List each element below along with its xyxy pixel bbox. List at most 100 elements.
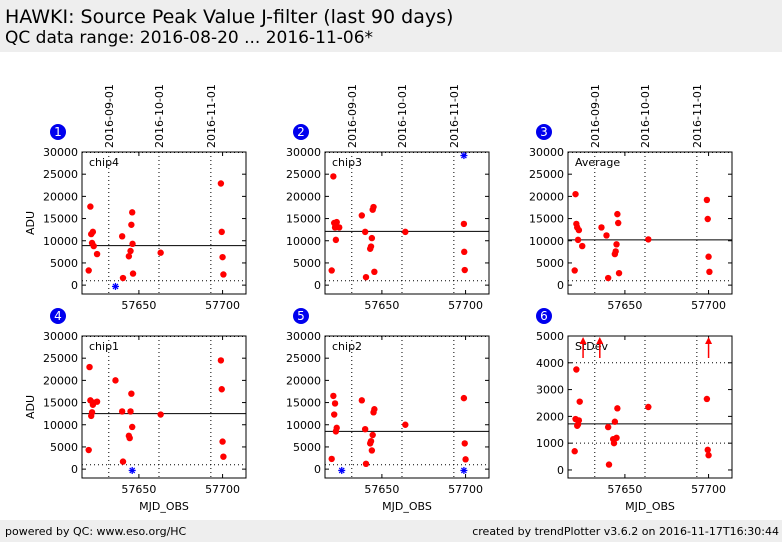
data-point	[330, 392, 337, 400]
data-point	[331, 400, 339, 407]
date-tick-label: 2016-11-01	[205, 84, 218, 148]
y-tick-label: 30000	[529, 146, 564, 159]
outlier-stroke	[129, 467, 136, 474]
panel-number-badge	[293, 124, 309, 140]
data-point	[462, 456, 469, 463]
date-tick-label: 2016-10-01	[639, 84, 652, 148]
data-point	[645, 403, 652, 411]
y-tick-label: 25000	[286, 352, 321, 365]
outlier-point	[111, 282, 119, 290]
outlier-stroke	[112, 283, 119, 290]
off-scale-arrow	[705, 337, 713, 358]
data-point	[402, 228, 409, 236]
page-subtitle: QC data range: 2016-08-20 ... 2016-11-06…	[5, 28, 374, 48]
data-point	[157, 249, 164, 256]
footer-credit-link[interactable]: powered by QC: www.eso.org/HC	[5, 525, 187, 538]
panel-number: 2	[297, 125, 305, 139]
outlier-point	[338, 466, 346, 474]
data-point	[362, 273, 370, 281]
date-tick-label: 2016-10-01	[153, 84, 166, 148]
data-point	[218, 228, 225, 236]
y-tick-label: 0	[71, 463, 78, 476]
report-header: HAWKI: Source Peak Value J-filter (last …	[0, 0, 782, 52]
outlier-stroke	[460, 467, 467, 474]
plot-frame	[567, 151, 733, 295]
y-tick-label: 25000	[286, 168, 321, 181]
x-tick-label: 57650	[364, 299, 399, 312]
y-tick-label: 3000	[536, 384, 564, 397]
panel-label: chip4	[89, 156, 119, 169]
y-tick-label: 0	[314, 279, 321, 292]
x-tick-label: 57650	[607, 483, 642, 496]
y-tick-label: 25000	[43, 352, 78, 365]
data-point	[88, 409, 96, 416]
x-tick-label: 57700	[691, 299, 726, 312]
data-point	[612, 248, 619, 255]
y-tick-label: 5000	[536, 330, 564, 343]
data-point	[704, 446, 711, 454]
y-tick-label: 10000	[43, 419, 78, 432]
arrow-head	[705, 337, 713, 344]
y-tick-label: 5000	[293, 441, 321, 454]
y-tick-label: 30000	[286, 146, 321, 159]
off-scale-arrow	[596, 337, 604, 358]
data-point	[127, 408, 134, 415]
y-tick-label: 5000	[293, 257, 321, 270]
data-point	[128, 390, 135, 397]
data-point	[129, 209, 136, 216]
y-tick-label: 30000	[43, 330, 78, 343]
y-tick-label: 20000	[43, 190, 78, 203]
plot-frame	[324, 335, 490, 479]
date-tick-label: 2016-09-01	[103, 84, 116, 148]
outlier-stroke	[460, 152, 467, 159]
data-point	[218, 386, 225, 393]
data-point	[89, 228, 97, 236]
data-point	[604, 274, 612, 282]
panel-number: 5	[297, 309, 305, 323]
y-tick-label: 30000	[43, 146, 78, 159]
data-point	[371, 406, 378, 413]
data-point	[706, 268, 713, 276]
data-point	[220, 271, 227, 278]
data-point	[127, 247, 134, 255]
data-point	[367, 243, 375, 250]
y-tick-label: 15000	[529, 213, 564, 226]
data-point	[129, 423, 136, 431]
data-point	[219, 253, 226, 261]
data-point	[571, 267, 578, 274]
y-tick-label: 10000	[286, 419, 321, 432]
y-tick-label: 5000	[536, 257, 564, 270]
data-point	[579, 242, 586, 250]
data-point	[367, 437, 375, 445]
x-tick-label: 57650	[607, 299, 642, 312]
panel-number-badge	[50, 124, 66, 140]
data-point	[703, 196, 711, 204]
data-point	[613, 434, 620, 442]
data-point	[370, 203, 377, 211]
y-tick-label: 1000	[536, 437, 564, 450]
y-tick-label: 0	[557, 464, 564, 477]
data-point	[645, 236, 652, 243]
x-axis-label: MJD_OBS	[139, 500, 189, 513]
data-point	[85, 267, 92, 274]
data-point	[368, 447, 376, 454]
date-tick-label: 2016-10-01	[396, 84, 409, 148]
data-point	[119, 274, 127, 282]
data-point	[90, 242, 97, 250]
panel-number: 4	[54, 309, 62, 323]
data-point	[333, 218, 340, 226]
panel-number-badge	[50, 308, 66, 324]
plot-panel-2: 2016-09-01 2016-10-01 2016-11-01 0 5000 10000…	[286, 84, 490, 312]
data-point	[328, 455, 335, 463]
data-point	[574, 236, 582, 244]
data-point	[402, 421, 409, 428]
x-tick-label: 57650	[364, 483, 399, 496]
data-point	[118, 408, 126, 415]
data-point	[461, 248, 468, 256]
data-point	[573, 366, 580, 373]
y-tick-label: 10000	[286, 235, 321, 248]
data-point	[118, 233, 126, 240]
data-point	[361, 425, 369, 433]
y-tick-label: 20000	[43, 374, 78, 387]
data-point	[610, 439, 618, 447]
